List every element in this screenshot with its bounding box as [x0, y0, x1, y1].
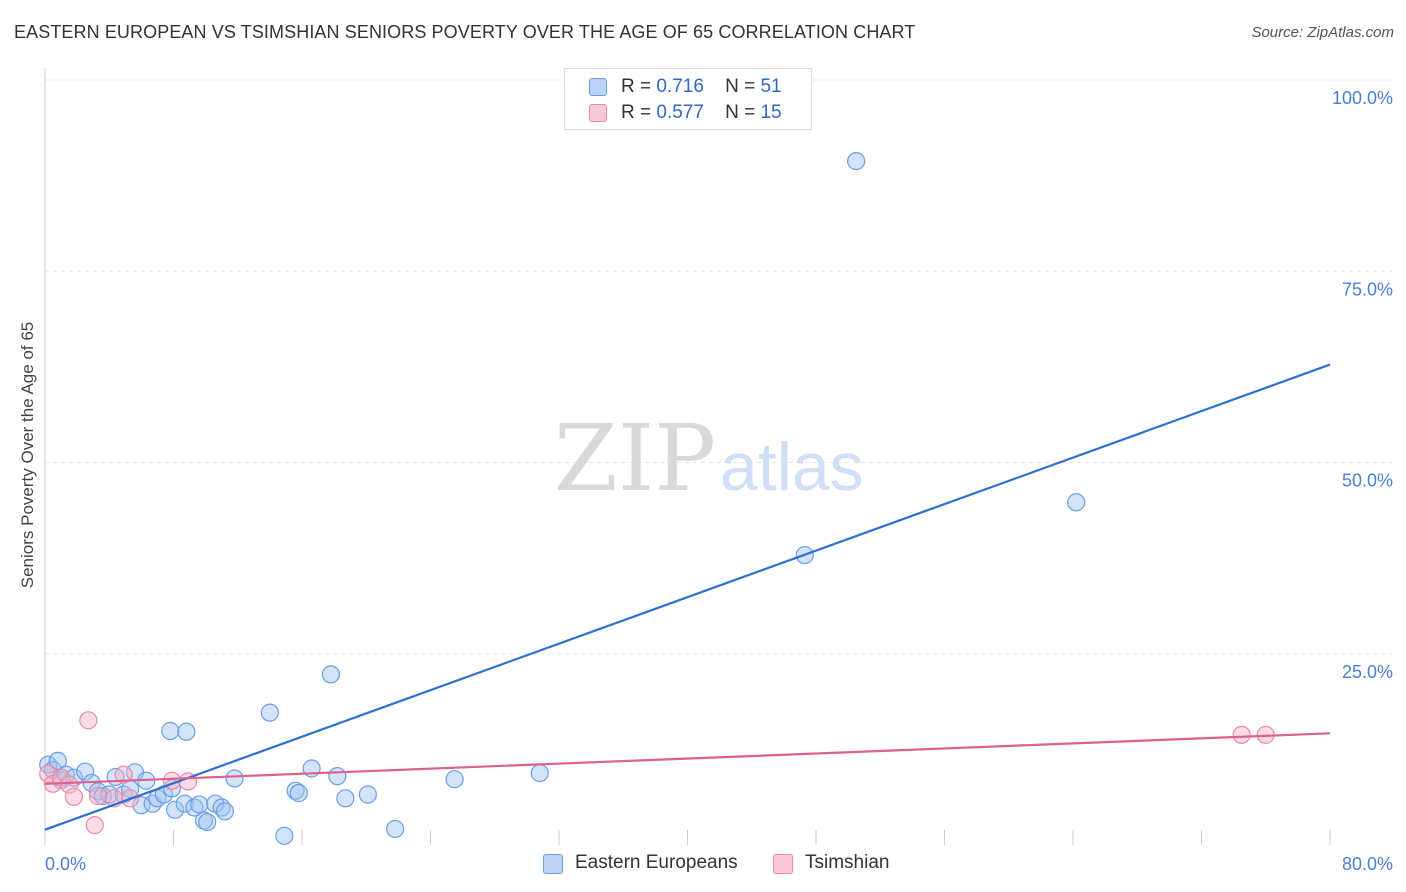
point-eastern-europeans[interactable]: [275, 826, 294, 845]
point-eastern-europeans[interactable]: [93, 786, 112, 806]
stats-swatch-eastern-europeans: [589, 78, 607, 96]
n-label: N =: [725, 76, 756, 97]
point-eastern-europeans[interactable]: [328, 767, 347, 786]
point-eastern-europeans[interactable]: [175, 794, 194, 813]
n-value: 51: [760, 76, 782, 97]
y-tick-label: 25.0%: [1342, 662, 1393, 682]
y-tick-label: 100.0%: [1332, 88, 1393, 108]
n-value: 15: [760, 102, 782, 123]
y-tick-label: 75.0%: [1342, 279, 1393, 299]
grid-layer: [45, 79, 1392, 655]
source-label: Source: ZipAtlas.com: [1251, 24, 1394, 41]
point-eastern-europeans[interactable]: [215, 802, 234, 821]
stats-box: R = 0.716 N = 51 R = 0.577 N = 15: [564, 68, 812, 130]
point-eastern-europeans[interactable]: [445, 770, 464, 789]
point-eastern-europeans[interactable]: [286, 781, 305, 800]
stats-text: R = 0.716 N = 51: [621, 76, 782, 98]
x-tick-label: 0.0%: [45, 854, 86, 874]
point-eastern-europeans[interactable]: [289, 783, 308, 803]
stats-swatch-tsimshian: [589, 104, 607, 122]
point-tsimshian[interactable]: [79, 711, 98, 730]
r-value: 0.716: [656, 76, 704, 97]
legend-swatch-tsimshian: [773, 854, 793, 874]
point-eastern-europeans[interactable]: [39, 755, 58, 774]
watermark: ZIP atlas: [554, 405, 864, 512]
stats-text: R = 0.577 N = 15: [621, 102, 782, 124]
point-eastern-europeans[interactable]: [260, 703, 279, 722]
point-tsimshian[interactable]: [85, 816, 104, 835]
point-eastern-europeans[interactable]: [336, 789, 355, 808]
point-eastern-europeans[interactable]: [177, 722, 196, 741]
trend-line-tsimshian: [44, 732, 1331, 785]
point-eastern-europeans[interactable]: [190, 795, 209, 814]
trend-line-eastern-europeans: [44, 363, 1331, 831]
point-tsimshian[interactable]: [64, 787, 84, 806]
watermark-zip: ZIP: [554, 405, 716, 512]
point-tsimshian[interactable]: [88, 786, 108, 806]
legend-swatch-eastern-europeans: [543, 854, 563, 874]
axis-layer: 25.0% 50.0% 75.0% 100.0% 0.0% 80.0%: [44, 68, 1393, 874]
point-eastern-europeans[interactable]: [185, 798, 204, 817]
y-tick-label: 50.0%: [1342, 471, 1393, 491]
point-eastern-europeans[interactable]: [321, 665, 341, 684]
watermark-atlas: atlas: [720, 429, 864, 505]
legend-label: Tsimshian: [805, 852, 890, 873]
point-eastern-europeans[interactable]: [386, 819, 405, 839]
point-eastern-europeans[interactable]: [161, 721, 180, 741]
point-eastern-europeans[interactable]: [166, 800, 185, 819]
chart-title: EASTERN EUROPEAN VS TSIMSHIAN SENIORS PO…: [14, 22, 916, 42]
point-eastern-europeans[interactable]: [198, 812, 217, 832]
point-tsimshian[interactable]: [114, 765, 133, 784]
trend-layer: [44, 363, 1331, 831]
point-eastern-europeans[interactable]: [358, 785, 377, 804]
r-label: R =: [621, 76, 652, 97]
y-axis-label: Seniors Poverty Over the Age of 65: [18, 321, 37, 589]
point-eastern-europeans[interactable]: [530, 763, 549, 783]
point-eastern-europeans[interactable]: [225, 769, 244, 788]
n-label: N =: [725, 102, 756, 123]
legend-label: Eastern Europeans: [575, 852, 738, 873]
point-eastern-europeans[interactable]: [847, 151, 866, 171]
point-eastern-europeans[interactable]: [1067, 493, 1086, 512]
r-label: R =: [621, 102, 652, 123]
point-eastern-europeans[interactable]: [76, 762, 95, 781]
point-tsimshian[interactable]: [1232, 725, 1251, 744]
x-tick-label: 80.0%: [1342, 854, 1393, 874]
r-value: 0.577: [656, 102, 704, 123]
